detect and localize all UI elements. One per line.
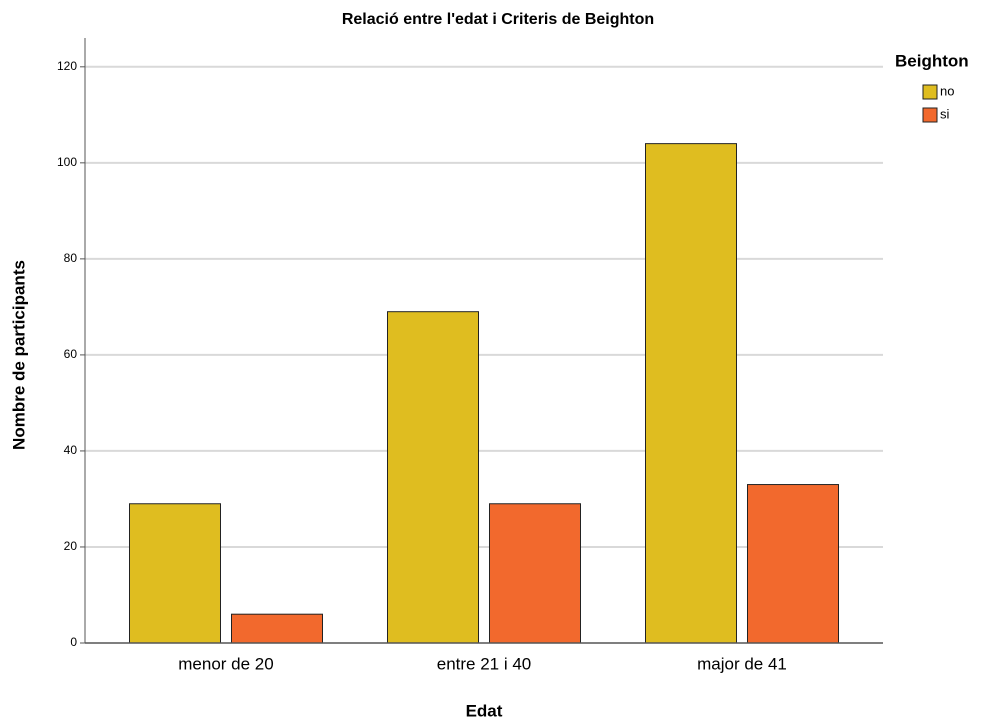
legend-label: no xyxy=(940,83,954,98)
bar xyxy=(747,484,839,644)
legend-swatch xyxy=(922,84,938,100)
x-axis-label: Edat xyxy=(466,701,503,720)
chart-title: Relació entre l'edat i Criteris de Beigh… xyxy=(342,11,654,28)
bar xyxy=(129,503,221,644)
y-tick-label: 0 xyxy=(70,635,77,649)
y-tick-label: 40 xyxy=(64,443,78,457)
y-axis-label: Nombre de participants xyxy=(9,260,28,450)
bar xyxy=(489,503,581,644)
y-tick-label: 100 xyxy=(57,155,77,169)
legend-title: Beighton xyxy=(895,51,969,70)
y-tick-label: 20 xyxy=(64,539,78,553)
legend-swatch xyxy=(922,107,938,123)
bar xyxy=(645,143,737,644)
bar xyxy=(231,613,323,644)
x-tick-label: major de 41 xyxy=(697,654,787,673)
legend-label: si xyxy=(940,106,950,121)
x-tick-label: entre 21 i 40 xyxy=(437,654,532,673)
bar xyxy=(387,311,479,644)
x-tick-label: menor de 20 xyxy=(178,654,273,673)
y-tick-label: 80 xyxy=(64,251,78,265)
y-tick-label: 60 xyxy=(64,347,78,361)
y-tick-label: 120 xyxy=(57,59,77,73)
